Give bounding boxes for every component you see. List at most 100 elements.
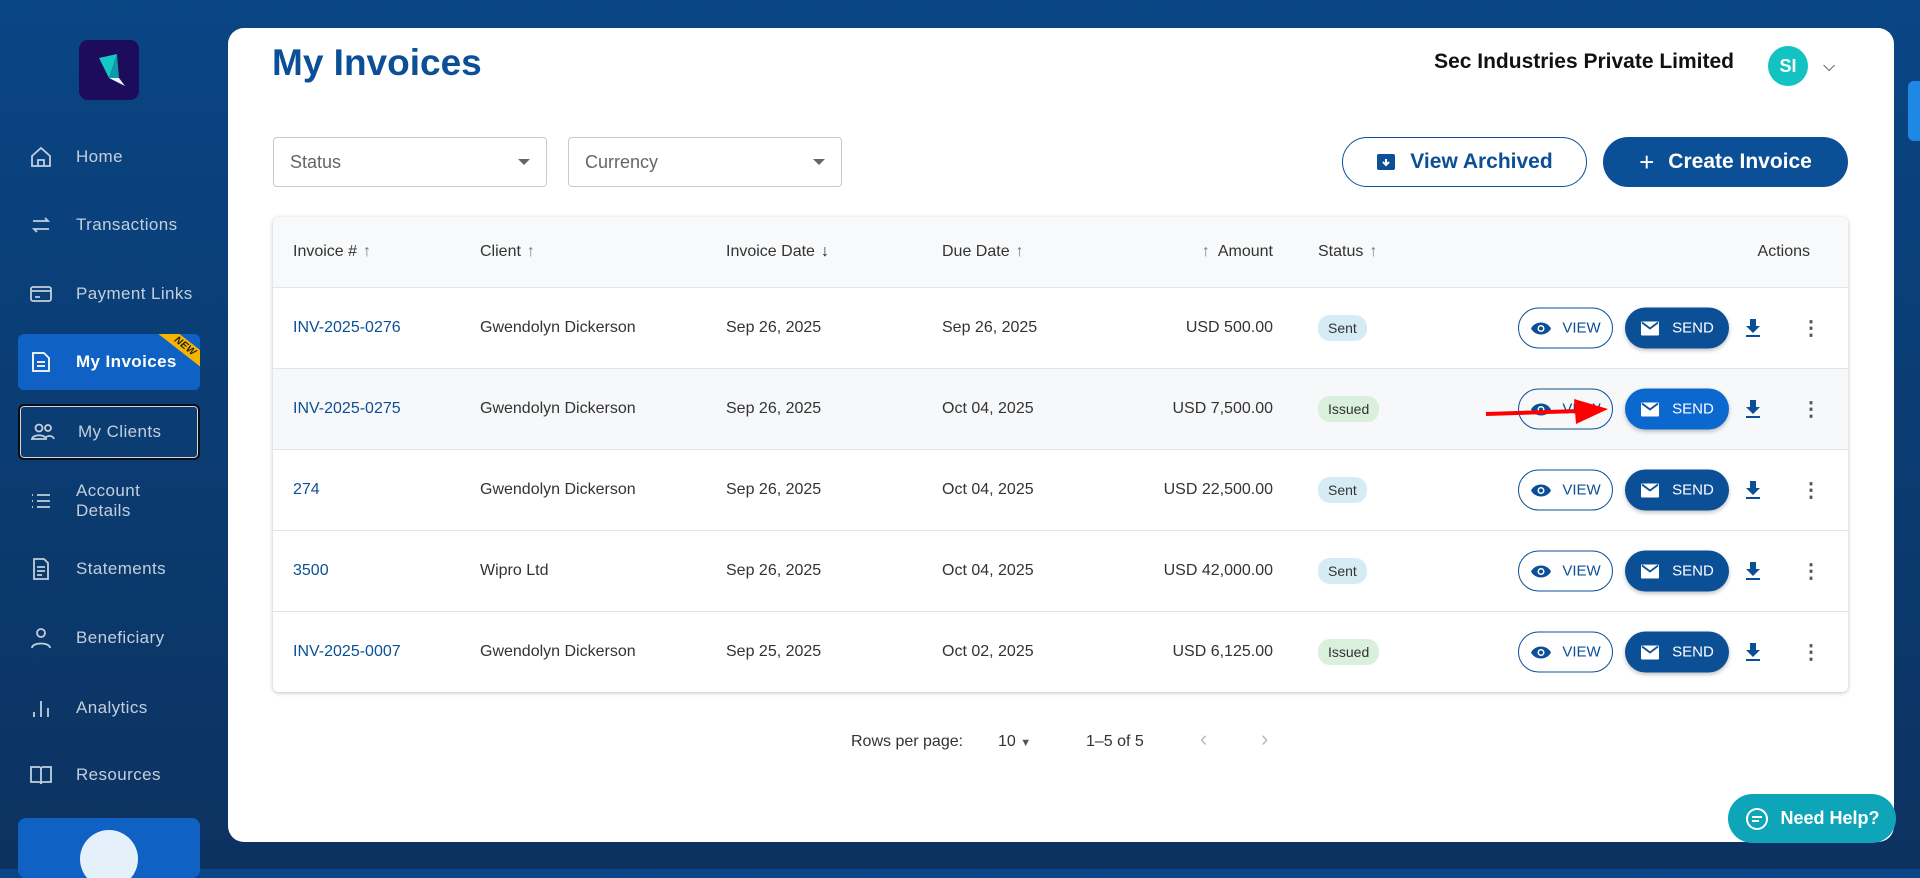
sidebar-item-label: My Clients — [78, 422, 162, 441]
prev-page-icon[interactable]: ‹ — [1200, 726, 1208, 751]
sidebar-item-label: Home — [76, 147, 123, 166]
amount: USD 22,500.00 — [1163, 481, 1273, 498]
download-icon[interactable] — [1744, 480, 1762, 500]
transfer-icon — [31, 217, 51, 233]
home-icon — [31, 146, 51, 167]
invoice-link[interactable]: INV-2025-0007 — [293, 643, 401, 660]
need-help-button[interactable]: Need Help? — [1728, 794, 1896, 843]
send-button[interactable]: SEND — [1625, 388, 1729, 430]
col-invoice[interactable]: Invoice # ↑ — [293, 243, 372, 260]
status-badge: Sent — [1318, 558, 1367, 584]
sort-arrow-icon: ↑ — [1015, 243, 1024, 260]
chevron-down-icon[interactable]: ⌵ — [1823, 58, 1836, 75]
amount: USD 500.00 — [1185, 319, 1273, 336]
sidebar-item-transactions[interactable]: Transactions — [18, 197, 200, 253]
create-invoice-button[interactable]: + Create Invoice — [1603, 137, 1848, 187]
company-name[interactable]: Sec Industries Private Limited — [1434, 50, 1734, 73]
side-tab[interactable] — [1908, 81, 1920, 141]
view-button[interactable]: VIEW — [1518, 631, 1613, 673]
eye-icon — [1531, 565, 1552, 577]
col-status[interactable]: Status ↑ — [1318, 243, 1378, 260]
col-due-date[interactable]: Due Date ↑ — [942, 243, 1024, 260]
caret-down-icon — [518, 159, 530, 165]
sidebar-item-statements[interactable]: Statements — [18, 541, 200, 597]
send-button[interactable]: SEND — [1625, 469, 1729, 511]
sidebar-item-beneficiary[interactable]: Beneficiary — [18, 610, 200, 666]
sidebar-item-home[interactable]: Home — [18, 129, 200, 185]
sidebar-item-label: Payment Links — [76, 284, 193, 303]
invoice-link[interactable]: INV-2025-0275 — [293, 400, 401, 417]
col-amount[interactable]: ↑ Amount — [1201, 243, 1273, 260]
view-button[interactable]: VIEW — [1518, 469, 1613, 511]
app-logo[interactable] — [79, 40, 139, 100]
download-icon[interactable] — [1744, 561, 1762, 581]
sidebar-item-label: Beneficiary — [76, 628, 165, 647]
sidebar-item-label: Account Details — [75, 481, 141, 520]
more-options-icon[interactable]: ⋮ — [1801, 398, 1821, 421]
invoice-date: Sep 26, 2025 — [726, 562, 822, 579]
eye-icon — [1531, 484, 1552, 496]
main-card: My Invoices Sec Industries Private Limit… — [228, 28, 1894, 842]
sort-arrow-icon: ↑ — [1369, 243, 1378, 260]
send-button[interactable]: SEND — [1625, 550, 1729, 592]
list-icon — [31, 494, 50, 508]
status-filter[interactable]: Status — [273, 137, 547, 187]
currency-filter[interactable]: Currency — [568, 137, 842, 187]
status-badge: Sent — [1318, 477, 1367, 503]
more-options-icon[interactable]: ⋮ — [1801, 479, 1821, 502]
sidebar-item-my-invoices[interactable]: My Invoices NEW — [18, 334, 200, 390]
download-icon[interactable] — [1744, 642, 1762, 662]
card-icon — [30, 286, 52, 302]
send-button[interactable]: SEND — [1625, 631, 1729, 673]
table-row: INV-2025-0007 Gwendolyn Dickerson Sep 25… — [273, 612, 1848, 692]
rows-per-page-select[interactable]: 10 ▼ — [998, 733, 1032, 750]
send-button[interactable]: SEND — [1625, 307, 1729, 349]
avatar[interactable]: SI — [1768, 46, 1808, 86]
view-label: VIEW — [1562, 481, 1601, 499]
mail-icon — [1641, 564, 1660, 578]
download-icon[interactable] — [1744, 399, 1762, 419]
sidebar-item-analytics[interactable]: Analytics — [18, 680, 200, 736]
sidebar-item-label: Resources — [76, 765, 161, 784]
col-invoice-date[interactable]: Invoice Date ↓ — [726, 243, 829, 260]
view-archived-button[interactable]: View Archived — [1342, 137, 1587, 187]
view-button[interactable]: VIEW — [1518, 550, 1613, 592]
more-options-icon[interactable]: ⋮ — [1801, 317, 1821, 340]
eye-icon — [1531, 646, 1552, 658]
view-archived-label: View Archived — [1410, 150, 1553, 173]
table-row: INV-2025-0275 Gwendolyn Dickerson Sep 26… — [273, 369, 1848, 450]
sidebar-item-resources[interactable]: Resources — [18, 747, 200, 803]
invoice-date: Sep 26, 2025 — [726, 319, 822, 336]
invoice-link[interactable]: 274 — [293, 481, 320, 498]
more-options-icon[interactable]: ⋮ — [1801, 641, 1821, 664]
sidebar-item-my-clients[interactable]: My Clients — [18, 404, 200, 460]
mail-icon — [1641, 321, 1660, 335]
invoice-date: Sep 25, 2025 — [726, 643, 822, 660]
download-icon[interactable] — [1744, 318, 1762, 338]
caret-down-icon — [813, 159, 825, 165]
col-client[interactable]: Client ↑ — [480, 243, 535, 260]
sidebar-item-payment-links[interactable]: Payment Links — [18, 266, 200, 322]
send-label: SEND — [1672, 562, 1714, 580]
due-date: Oct 04, 2025 — [942, 400, 1034, 417]
chat-icon — [1746, 807, 1769, 830]
invoice-link[interactable]: 3500 — [293, 562, 329, 579]
next-page-icon[interactable]: › — [1261, 726, 1269, 751]
invoice-date: Sep 26, 2025 — [726, 400, 822, 417]
pagination-range: 1–5 of 5 — [1086, 733, 1144, 750]
book-icon — [30, 766, 52, 785]
col-actions: Actions — [1757, 243, 1810, 260]
sidebar-item-account-details[interactable]: Account Details — [18, 473, 200, 529]
view-label: VIEW — [1562, 643, 1601, 661]
view-button[interactable]: VIEW — [1518, 307, 1613, 349]
promo-avatar — [80, 830, 138, 878]
more-options-icon[interactable]: ⋮ — [1801, 560, 1821, 583]
view-label: VIEW — [1562, 562, 1601, 580]
annotation-arrow — [1485, 399, 1608, 424]
promo-card[interactable] — [18, 818, 200, 878]
eye-icon — [1531, 322, 1552, 334]
table-header: Invoice # ↑ Client ↑ Invoice Date ↓ Due Dat… — [273, 217, 1848, 288]
status-badge: Issued — [1318, 396, 1380, 422]
invoice-link[interactable]: INV-2025-0276 — [293, 319, 401, 336]
sidebar-item-label: My Invoices — [76, 352, 177, 371]
